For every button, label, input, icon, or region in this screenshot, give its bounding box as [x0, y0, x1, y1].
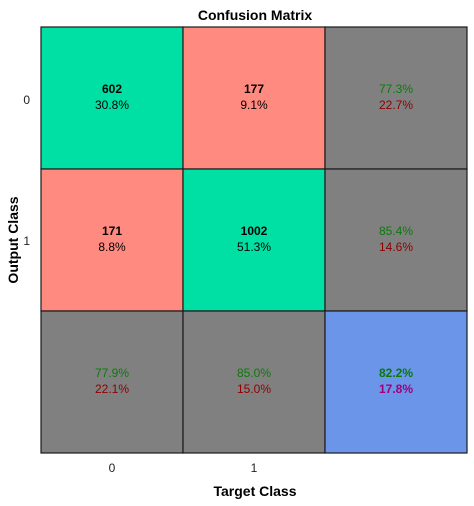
cell-count-0-1: 177: [244, 82, 264, 96]
cell-percent-0-1: 9.1%: [240, 98, 268, 112]
cell-count-1-0: 171: [102, 224, 122, 238]
matrix-cell-0-1: [182, 26, 326, 170]
cell-percent-1-0: 8.8%: [98, 240, 126, 254]
col-summary-correct-0: 77.9%: [95, 366, 129, 380]
matrix-cell-0-0: [40, 26, 184, 170]
y-tick-label-0: 0: [23, 93, 30, 107]
col-summary-cell-0: [40, 310, 184, 454]
col-summary-cell-1: [182, 310, 326, 454]
row-summary-correct-1: 85.4%: [379, 224, 413, 238]
row-summary-incorrect-0: 22.7%: [379, 98, 413, 112]
y-axis-label: Output Class: [5, 196, 21, 283]
row-summary-cell-0: [324, 26, 468, 170]
matrix-cell-1-1: [182, 168, 326, 312]
cell-percent-1-1: 51.3%: [237, 240, 271, 254]
matrix-grid: 602 30.8% 177 9.1% 171 8.8% 1002 51.3% 77.3% 22.7…: [40, 26, 468, 454]
matrix-cell-1-0: [40, 168, 184, 312]
cell-count-0-0: 602: [102, 82, 122, 96]
overall-correct: 82.2%: [379, 366, 413, 380]
col-summary-incorrect-1: 15.0%: [237, 382, 271, 396]
cell-percent-0-0: 30.8%: [95, 98, 129, 112]
y-tick-label-1: 1: [23, 234, 30, 248]
overall-incorrect: 17.8%: [379, 382, 413, 396]
row-summary-incorrect-1: 14.6%: [379, 240, 413, 254]
row-summary-cell-1: [324, 168, 468, 312]
col-summary-correct-1: 85.0%: [237, 366, 271, 380]
overall-accuracy-cell: [324, 310, 468, 454]
x-tick-label-0: 0: [109, 461, 116, 475]
col-summary-incorrect-0: 22.1%: [95, 382, 129, 396]
cell-count-1-1: 1002: [241, 224, 268, 238]
row-summary-correct-0: 77.3%: [379, 82, 413, 96]
chart-title: Confusion Matrix: [198, 7, 313, 23]
x-axis-label: Target Class: [214, 483, 297, 499]
x-tick-label-1: 1: [251, 461, 258, 475]
